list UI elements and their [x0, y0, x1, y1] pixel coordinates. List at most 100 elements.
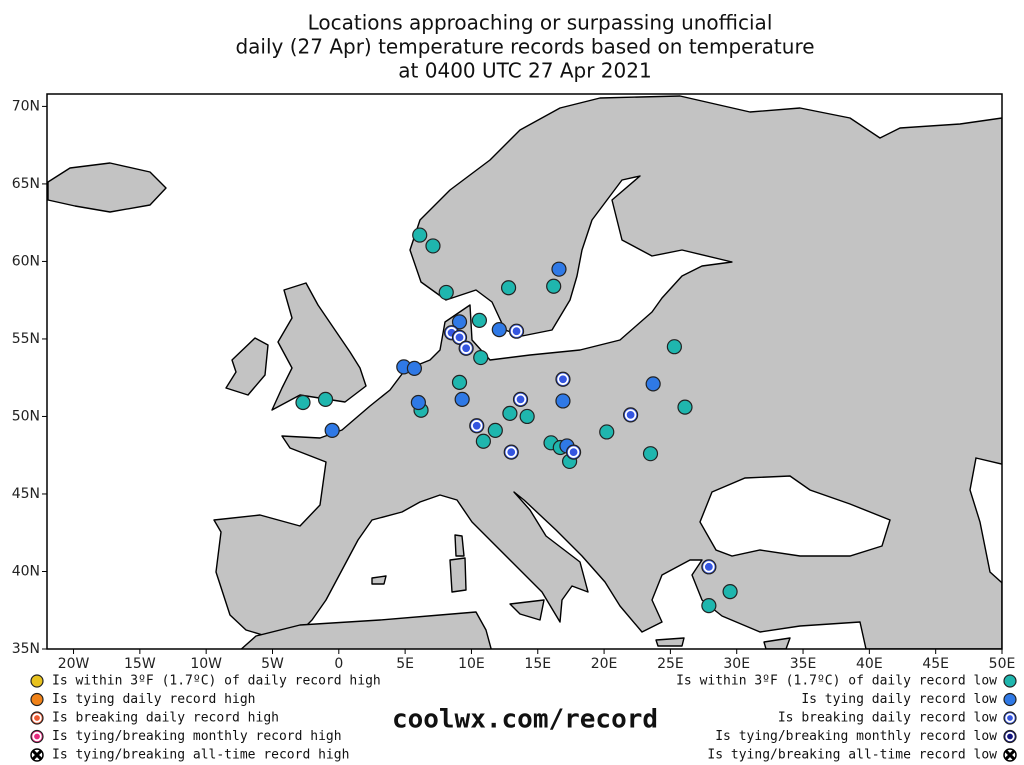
station-marker	[406, 360, 423, 376]
iceland	[47, 162, 167, 213]
x-tick-label: 15E	[524, 656, 551, 672]
x-tick-label: 30E	[723, 656, 750, 672]
legend-marker	[1005, 731, 1015, 742]
legend-marker	[32, 731, 42, 742]
x-tick-label: 0	[334, 656, 343, 672]
station-marker	[546, 278, 562, 294]
station-marker	[519, 408, 535, 425]
y-tick-label: 65N	[12, 176, 40, 192]
station-marker	[555, 393, 571, 409]
legend-marker	[30, 674, 44, 688]
station-marker	[451, 314, 468, 330]
x-tick-label: 20W	[58, 656, 90, 672]
legend-label: Is tying/breaking all-time record low	[707, 748, 997, 763]
sardinia	[449, 557, 467, 593]
x-tick-label: 40E	[856, 656, 883, 672]
station-marker	[425, 238, 441, 254]
y-tick-label: 45N	[12, 486, 40, 502]
marker-cross	[31, 749, 43, 761]
station-marker	[502, 405, 518, 421]
station-marker	[666, 339, 682, 355]
station-marker	[453, 331, 466, 344]
station-marker	[487, 422, 503, 439]
great-britain	[271, 282, 367, 411]
station-marker	[500, 280, 517, 296]
legend-marker	[30, 692, 44, 707]
x-tick-label: 5W	[261, 656, 284, 672]
station-marker	[475, 433, 491, 449]
map-frame	[46, 93, 1003, 650]
station-marker	[567, 446, 580, 458]
legend-label: Is tying daily record low	[801, 692, 997, 707]
station-marker	[722, 584, 738, 600]
title-line: Locations approaching or surpassing unof…	[308, 11, 773, 35]
legend-marker	[1003, 692, 1017, 707]
station-marker	[624, 409, 637, 421]
balearics	[371, 575, 387, 585]
legend-label: Is tying daily record high	[52, 692, 256, 707]
y-tick-label: 40N	[12, 563, 40, 579]
station-marker	[505, 446, 517, 458]
station-marker	[295, 394, 311, 411]
x-tick-label: 5E	[396, 656, 414, 672]
x-tick-label: 15W	[124, 656, 156, 672]
station-marker	[703, 561, 715, 573]
station-marker	[471, 420, 483, 432]
legend-label: Is within 3ºF (1.7ºC) of daily record hi…	[52, 674, 381, 689]
station-marker	[677, 399, 693, 415]
station-marker	[412, 227, 428, 243]
x-tick-label: 20E	[591, 656, 618, 672]
x-tick-label: 50E	[989, 656, 1016, 672]
marker-cross	[1004, 749, 1016, 761]
legend-marker	[1003, 674, 1017, 688]
station-marker	[410, 394, 426, 411]
ireland	[225, 337, 269, 396]
title-line: at 0400 UTC 27 Apr 2021	[398, 59, 651, 83]
station-marker	[324, 422, 340, 439]
legend-label: Is breaking daily record high	[52, 711, 279, 726]
y-tick-label: 35N	[12, 641, 40, 657]
y-tick-label: 70N	[12, 98, 40, 114]
caspian-sea	[969, 457, 1002, 584]
station-marker	[460, 342, 472, 354]
legend-label: Is tying/breaking monthly record low	[715, 729, 997, 744]
station-marker	[454, 391, 470, 408]
x-tick-label: 10W	[190, 656, 222, 672]
station-marker	[557, 373, 569, 385]
y-tick-label: 55N	[12, 331, 40, 347]
x-tick-label: 35E	[790, 656, 817, 672]
station-marker	[471, 312, 488, 328]
x-tick-label: 10E	[458, 656, 485, 672]
station-marker	[438, 284, 454, 301]
station-marker	[599, 424, 615, 440]
station-marker	[514, 393, 527, 406]
legend-label: Is within 3ºF (1.7ºC) of daily record lo…	[676, 674, 997, 689]
legend-marker	[1005, 713, 1015, 723]
x-tick-label: 45E	[922, 656, 949, 672]
y-tick-label: 60N	[12, 253, 40, 269]
sicily	[509, 599, 545, 621]
y-tick-label: 50N	[12, 408, 40, 424]
legend-marker	[32, 713, 42, 723]
title-line: daily (27 Apr) temperature records based…	[235, 35, 814, 59]
station-marker	[317, 391, 334, 408]
x-tick-label: 25E	[657, 656, 684, 672]
crete	[655, 637, 685, 647]
station-marker	[701, 597, 717, 614]
credit: coolwx.com/record	[392, 705, 658, 735]
station-marker	[473, 349, 489, 366]
station-marker	[551, 261, 567, 277]
station-marker	[510, 325, 523, 337]
station-marker	[642, 446, 659, 462]
station-marker	[645, 376, 661, 392]
black-sea	[699, 475, 891, 557]
station-marker	[491, 322, 507, 338]
basemap	[47, 94, 1002, 649]
legend-label: Is tying/breaking monthly record high	[52, 729, 342, 744]
legend-label: Is tying/breaking all-time record high	[52, 748, 349, 763]
station-marker	[451, 374, 468, 390]
north-africa	[240, 611, 492, 649]
corsica	[454, 534, 465, 557]
cyprus	[763, 637, 791, 649]
